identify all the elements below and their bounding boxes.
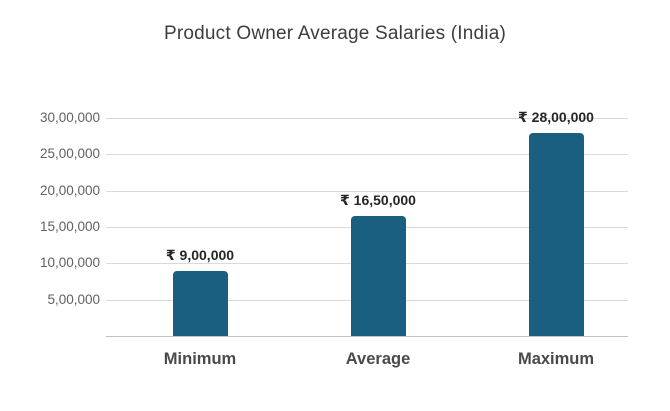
y-tick-label: 15,00,000 (39, 219, 100, 234)
x-tick-label-average: Average (345, 350, 411, 368)
y-tick-label: 30,00,000 (39, 110, 100, 125)
bar-minimum (172, 270, 228, 336)
y-tick-label: 10,00,000 (39, 255, 100, 271)
bar-maximum (528, 132, 584, 336)
bar-value-label: ₹ 28,00,000 (518, 108, 594, 125)
x-tick-label-minimum: Minimum (163, 350, 237, 368)
gridline (106, 190, 628, 192)
bar-value-label: ₹ 9,00,000 (165, 246, 235, 263)
y-tick-label: 25,00,000 (39, 146, 100, 162)
x-tick-label-maximum: Maximum (517, 350, 595, 368)
y-tick-label: 20,00,000 (39, 182, 100, 198)
gridline (106, 118, 628, 119)
chart-title: Product Owner Average Salaries (India) (163, 23, 507, 44)
plot-area: 5,00,000 10,00,000 15,00,000 20,00,000 25,00… (40, 109, 628, 368)
y-tick-label: 5,00,000 (47, 291, 100, 307)
bar-average (350, 216, 406, 336)
bar-value-label: ₹ 16,50,000 (340, 192, 416, 209)
gridline (106, 154, 628, 156)
